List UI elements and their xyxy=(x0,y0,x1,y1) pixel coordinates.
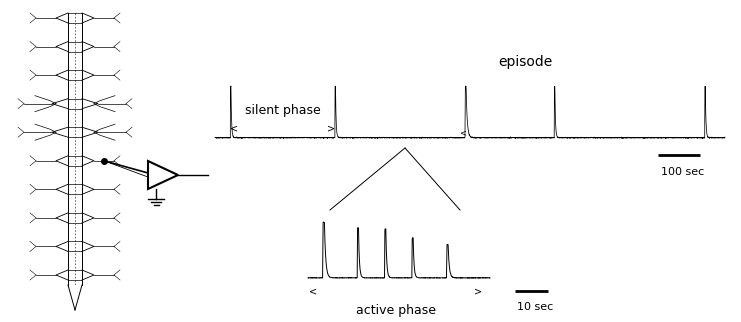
Text: >: > xyxy=(327,123,335,133)
Text: <: < xyxy=(459,128,466,137)
Text: 10 sec: 10 sec xyxy=(517,302,554,312)
Text: <: < xyxy=(309,287,317,297)
Text: 100 sec: 100 sec xyxy=(661,167,704,177)
Polygon shape xyxy=(148,161,178,189)
Text: active phase: active phase xyxy=(356,304,436,317)
Text: <: < xyxy=(230,123,239,133)
Text: >: > xyxy=(474,287,482,297)
Text: silent phase: silent phase xyxy=(245,103,320,117)
Text: episode: episode xyxy=(498,55,552,69)
